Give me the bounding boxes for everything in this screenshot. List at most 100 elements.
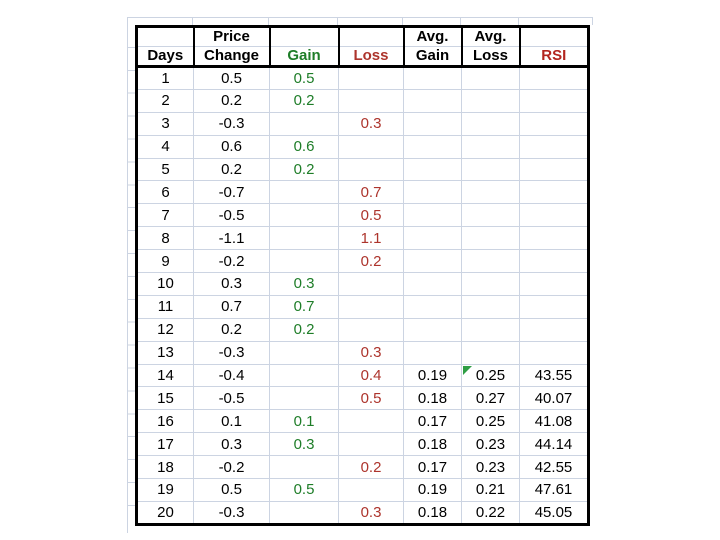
header-price[interactable]: Price	[192, 26, 271, 47]
cell-avg-loss[interactable]: 0.23	[461, 432, 520, 457]
cell-day[interactable]: 9	[136, 249, 194, 274]
cell-avg-loss[interactable]	[461, 317, 520, 342]
cell-gain[interactable]	[269, 226, 339, 251]
cell-rsi[interactable]	[519, 226, 589, 251]
cell-rsi[interactable]: 44.14	[519, 432, 589, 457]
cell-avg-gain[interactable]	[403, 294, 462, 319]
cell-change[interactable]: -0.4	[193, 363, 270, 388]
cell-day[interactable]: 17	[136, 432, 194, 457]
cell-change[interactable]: 0.1	[193, 409, 270, 434]
cell-avg-gain[interactable]: 0.19	[403, 363, 462, 388]
cell-loss[interactable]	[338, 88, 404, 113]
cell-loss[interactable]: 1.1	[338, 226, 404, 251]
cell-loss[interactable]: 0.3	[338, 111, 404, 136]
header-avg-top-2[interactable]: Avg.	[460, 26, 521, 47]
cell-change[interactable]: 0.2	[193, 317, 270, 342]
cell-loss[interactable]: 0.2	[338, 249, 404, 274]
header-days[interactable]: Days	[135, 46, 195, 68]
cell-avg-gain[interactable]	[403, 340, 462, 365]
cell-day[interactable]: 8	[136, 226, 194, 251]
cell-gain[interactable]	[269, 249, 339, 274]
cell-gain[interactable]	[269, 455, 339, 480]
cell-avg-loss[interactable]	[461, 88, 520, 113]
cell-day[interactable]: 14	[136, 363, 194, 388]
cell-change[interactable]: -0.2	[193, 455, 270, 480]
cell-avg-gain[interactable]	[403, 134, 462, 159]
cell-day[interactable]: 19	[136, 478, 194, 502]
cell-avg-gain[interactable]: 0.18	[403, 386, 462, 411]
cell-change[interactable]: -0.5	[193, 386, 270, 411]
cell-gain[interactable]: 0.2	[269, 317, 339, 342]
cell-avg-loss[interactable]: 0.25	[461, 363, 520, 388]
header-avg-gain[interactable]: Gain	[402, 46, 463, 68]
cell-day[interactable]: 10	[136, 272, 194, 296]
cell-loss[interactable]	[338, 272, 404, 296]
cell-avg-gain[interactable]: 0.18	[403, 500, 462, 525]
cell-day[interactable]: 1	[136, 66, 194, 90]
cell-loss[interactable]	[338, 157, 404, 182]
cell-day[interactable]: 4	[136, 134, 194, 159]
cell-change[interactable]: -0.2	[193, 249, 270, 274]
cell-loss[interactable]: 0.5	[338, 386, 404, 411]
cell-day[interactable]: 5	[136, 157, 194, 182]
cell-rsi[interactable]	[519, 180, 589, 205]
cell-gain[interactable]: 0.3	[269, 432, 339, 457]
cell-avg-gain[interactable]: 0.19	[403, 478, 462, 502]
cell-rsi[interactable]	[519, 88, 589, 113]
cell-loss[interactable]: 0.7	[338, 180, 404, 205]
cell-avg-loss[interactable]	[461, 66, 520, 90]
cell-rsi[interactable]	[519, 317, 589, 342]
header-gain-top[interactable]	[268, 26, 340, 47]
cell-avg-loss[interactable]: 0.25	[461, 409, 520, 434]
cell-loss[interactable]: 0.5	[338, 203, 404, 228]
cell-gain[interactable]	[269, 111, 339, 136]
cell-rsi[interactable]	[519, 272, 589, 296]
cell-change[interactable]: -0.3	[193, 340, 270, 365]
cell-avg-loss[interactable]	[461, 294, 520, 319]
cell-loss[interactable]	[338, 134, 404, 159]
cell-loss[interactable]	[338, 66, 404, 90]
cell-rsi[interactable]	[519, 203, 589, 228]
header-gain[interactable]: Gain	[268, 46, 340, 68]
cell-rsi[interactable]	[519, 340, 589, 365]
cell-avg-gain[interactable]: 0.18	[403, 432, 462, 457]
cell-day[interactable]: 16	[136, 409, 194, 434]
cell-loss[interactable]	[338, 409, 404, 434]
cell-change[interactable]: -0.5	[193, 203, 270, 228]
cell-avg-loss[interactable]	[461, 134, 520, 159]
cell-day[interactable]: 12	[136, 317, 194, 342]
cell-gain[interactable]: 0.6	[269, 134, 339, 159]
cell-loss[interactable]	[338, 478, 404, 502]
header-loss-top[interactable]	[337, 26, 405, 47]
cell-avg-loss[interactable]	[461, 111, 520, 136]
cell-gain[interactable]: 0.7	[269, 294, 339, 319]
cell-day[interactable]: 2	[136, 88, 194, 113]
cell-change[interactable]: 0.2	[193, 88, 270, 113]
cell-avg-loss[interactable]	[461, 157, 520, 182]
cell-change[interactable]: 0.3	[193, 272, 270, 296]
header-change[interactable]: Change	[192, 46, 271, 68]
cell-avg-loss[interactable]: 0.22	[461, 500, 520, 525]
cell-rsi[interactable]	[519, 111, 589, 136]
cell-rsi[interactable]	[519, 157, 589, 182]
cell-rsi[interactable]: 47.61	[519, 478, 589, 502]
cell-avg-gain[interactable]	[403, 66, 462, 90]
cell-gain[interactable]	[269, 340, 339, 365]
cell-avg-gain[interactable]	[403, 111, 462, 136]
cell-change[interactable]: 0.2	[193, 157, 270, 182]
cell-change[interactable]: 0.6	[193, 134, 270, 159]
cell-avg-loss[interactable]: 0.21	[461, 478, 520, 502]
cell-rsi[interactable]	[519, 66, 589, 90]
cell-loss[interactable]	[338, 432, 404, 457]
cell-loss[interactable]: 0.3	[338, 340, 404, 365]
cell-gain[interactable]	[269, 363, 339, 388]
cell-gain[interactable]: 0.1	[269, 409, 339, 434]
cell-avg-loss[interactable]	[461, 249, 520, 274]
cell-avg-gain[interactable]	[403, 317, 462, 342]
header-rsi[interactable]: RSI	[518, 46, 590, 68]
cell-gain[interactable]: 0.3	[269, 272, 339, 296]
cell-avg-loss[interactable]	[461, 340, 520, 365]
cell-avg-gain[interactable]	[403, 180, 462, 205]
cell-avg-gain[interactable]	[403, 88, 462, 113]
cell-avg-gain[interactable]	[403, 272, 462, 296]
